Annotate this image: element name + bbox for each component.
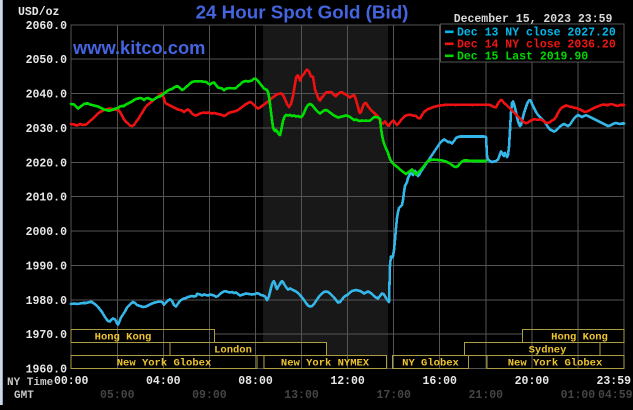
svg-text:00:00: 00:00 [54,375,89,388]
svg-text:16:00: 16:00 [422,375,457,388]
svg-text:17:00: 17:00 [376,389,411,402]
svg-text:24 Hour Spot Gold (Bid): 24 Hour Spot Gold (Bid) [196,2,409,23]
svg-text:USD/oz: USD/oz [18,6,60,19]
svg-text:New York Globex: New York Globex [508,358,603,370]
svg-text:2000.0: 2000.0 [26,226,68,239]
svg-text:04:59: 04:59 [598,389,633,402]
svg-text:2050.0: 2050.0 [26,54,68,67]
svg-text:20:00: 20:00 [515,375,550,388]
svg-text:1980.0: 1980.0 [26,295,68,308]
svg-text:Hong Kong: Hong Kong [95,332,152,344]
svg-text:01:00: 01:00 [561,389,596,402]
svg-text:12:00: 12:00 [330,375,365,388]
svg-text:13:00: 13:00 [284,389,319,402]
svg-text:2040.0: 2040.0 [26,89,68,102]
svg-text:Dec 13 NY close 2027.20: Dec 13 NY close 2027.20 [457,27,616,40]
svg-text:2060.0: 2060.0 [26,20,68,33]
svg-text:23:59: 23:59 [596,375,631,388]
svg-text:New York Globex: New York Globex [117,358,212,370]
svg-text:2010.0: 2010.0 [26,192,68,205]
svg-text:04:00: 04:00 [146,375,181,388]
svg-text:Dec 15 Last 2019.90: Dec 15 Last 2019.90 [457,51,588,64]
svg-text:1970.0: 1970.0 [26,329,68,342]
svg-text:www.kitco.com: www.kitco.com [72,37,205,58]
svg-text:Dec 14 NY close 2036.20: Dec 14 NY close 2036.20 [457,39,616,52]
svg-text:London: London [214,345,252,357]
svg-text:December 15, 2023 23:59: December 15, 2023 23:59 [454,13,613,26]
svg-text:Hong Kong: Hong Kong [551,332,608,344]
svg-text:NY Globex: NY Globex [402,358,459,370]
svg-text:08:00: 08:00 [238,375,273,388]
svg-text:1960.0: 1960.0 [26,364,68,377]
svg-text:GMT: GMT [14,390,34,402]
svg-text:Sydney: Sydney [529,345,568,357]
svg-text:09:00: 09:00 [192,389,227,402]
svg-text:NY Time: NY Time [7,377,54,389]
svg-text:05:00: 05:00 [100,389,135,402]
svg-text:21:00: 21:00 [469,389,504,402]
svg-text:2030.0: 2030.0 [26,123,68,136]
svg-text:1990.0: 1990.0 [26,260,68,273]
svg-text:2020.0: 2020.0 [26,157,68,170]
svg-text:New York NYMEX: New York NYMEX [281,358,370,370]
